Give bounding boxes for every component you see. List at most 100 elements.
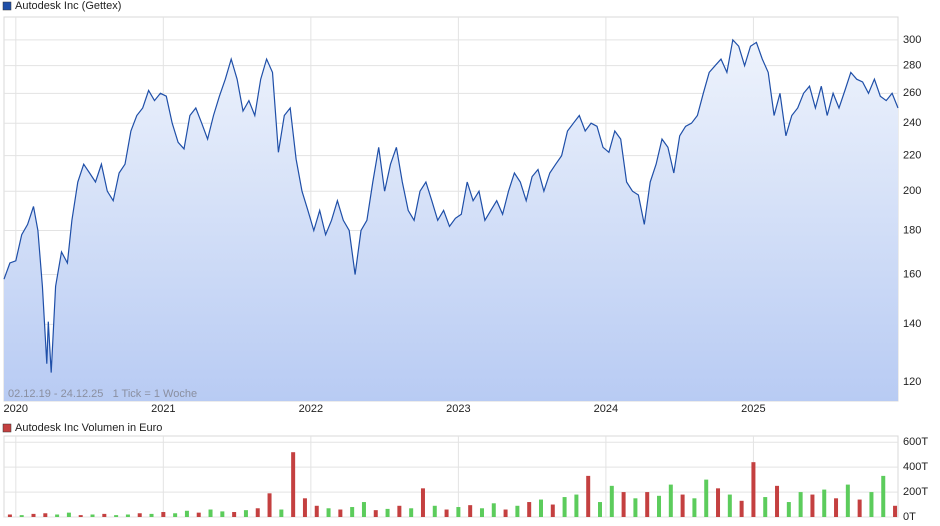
volume-bar	[680, 494, 685, 517]
y-tick-label: 300	[903, 34, 921, 46]
volume-bar	[456, 507, 461, 517]
volume-bar	[586, 475, 591, 517]
volume-bar	[149, 513, 154, 517]
volume-bar	[609, 485, 614, 517]
volume-bar	[527, 502, 532, 517]
volume-bar	[137, 513, 142, 517]
x-tick-label: 2024	[594, 403, 618, 415]
volume-bar	[114, 515, 119, 517]
volume-bar	[19, 515, 24, 517]
volume-bar	[302, 498, 307, 517]
volume-bar	[397, 505, 402, 517]
volume-bar	[786, 502, 791, 517]
y-tick-label: 280	[903, 60, 921, 72]
volume-bar	[598, 502, 602, 517]
volume-bar	[184, 510, 189, 517]
volume-bar	[409, 508, 414, 517]
volume-bar	[161, 512, 166, 517]
volume-bar	[668, 484, 673, 517]
volume-bar	[43, 513, 48, 517]
volume-bar	[66, 512, 71, 517]
volume-bar	[704, 479, 709, 517]
volume-bar	[232, 512, 237, 517]
y-tick-label: 0T	[903, 511, 916, 523]
volume-bar	[420, 488, 425, 517]
volume-bar	[255, 508, 260, 517]
volume-bar	[645, 492, 650, 517]
volume-bar	[432, 505, 437, 517]
x-tick-label: 2020	[4, 403, 28, 415]
legend-swatch	[2, 1, 12, 11]
y-tick-label: 140	[903, 318, 921, 330]
volume-bar	[538, 499, 543, 517]
volume-bar	[763, 497, 768, 517]
volume-bar	[515, 505, 520, 517]
y-tick-label: 180	[903, 224, 921, 236]
volume-bar	[798, 492, 803, 517]
x-tick-label: 2023	[446, 403, 470, 415]
volume-bar	[314, 505, 319, 517]
volume-bar	[633, 498, 638, 517]
chart-info: 02.12.19 - 24.12.25 1 Tick = 1 Woche	[8, 388, 197, 400]
volume-bar	[574, 494, 579, 517]
volume-bar	[503, 509, 508, 517]
y-tick-label: 260	[903, 87, 921, 99]
volume-bar	[657, 495, 662, 517]
y-tick-label: 240	[903, 117, 921, 129]
volume-bar	[810, 494, 815, 517]
x-tick-label: 2022	[299, 403, 323, 415]
legend-label: Autodesk Inc Volumen in Euro	[15, 422, 162, 434]
volume-bar	[479, 508, 484, 517]
volume-bar	[350, 507, 355, 517]
volume-bar	[822, 489, 827, 517]
volume-bar	[739, 500, 744, 517]
y-tick-label: 220	[903, 150, 921, 162]
volume-bar	[751, 462, 756, 517]
volume-bar	[291, 452, 296, 517]
price-area	[4, 39, 898, 402]
volume-bar	[55, 514, 60, 517]
y-tick-label: 200	[903, 185, 921, 197]
volume-plot-frame	[3, 435, 899, 518]
volume-bar	[550, 504, 555, 517]
volume-bar	[7, 514, 12, 517]
volume-bar	[444, 509, 449, 517]
volume-bar	[361, 502, 366, 517]
volume-bar	[279, 509, 284, 517]
volume-bar	[196, 512, 201, 517]
y-tick-label: 200T	[903, 486, 928, 498]
volume-bar	[220, 511, 225, 517]
volume-bar	[208, 509, 213, 517]
volume-bar	[621, 492, 626, 517]
y-tick-label: 160	[903, 268, 921, 280]
volume-bar	[468, 505, 473, 517]
volume-bar	[845, 484, 850, 517]
volume-bar	[31, 513, 36, 517]
volume-bar	[716, 488, 721, 517]
price-line	[3, 38, 899, 373]
volume-bar	[326, 508, 331, 517]
volume-bar	[869, 492, 874, 517]
volume-bar	[373, 510, 378, 517]
volume-bar	[893, 505, 898, 517]
y-tick-label: 120	[903, 376, 921, 388]
y-tick-label: 400T	[903, 461, 928, 473]
legend-swatch	[2, 423, 12, 433]
volume-bar	[491, 503, 496, 517]
volume-bar	[692, 498, 697, 517]
x-tick-label: 2021	[151, 403, 175, 415]
volume-bar	[775, 485, 780, 517]
volume-bar	[857, 499, 862, 517]
volume-bar	[243, 510, 248, 517]
volume-bar	[125, 514, 130, 517]
volume-bar	[881, 475, 886, 517]
volume-bar	[834, 498, 839, 517]
volume-bar	[562, 497, 567, 517]
volume-bar	[78, 515, 83, 517]
volume-bar	[727, 494, 732, 517]
volume-bar	[385, 508, 390, 517]
legend-label: Autodesk Inc (Gettex)	[15, 0, 121, 12]
x-tick-label: 2025	[741, 403, 765, 415]
